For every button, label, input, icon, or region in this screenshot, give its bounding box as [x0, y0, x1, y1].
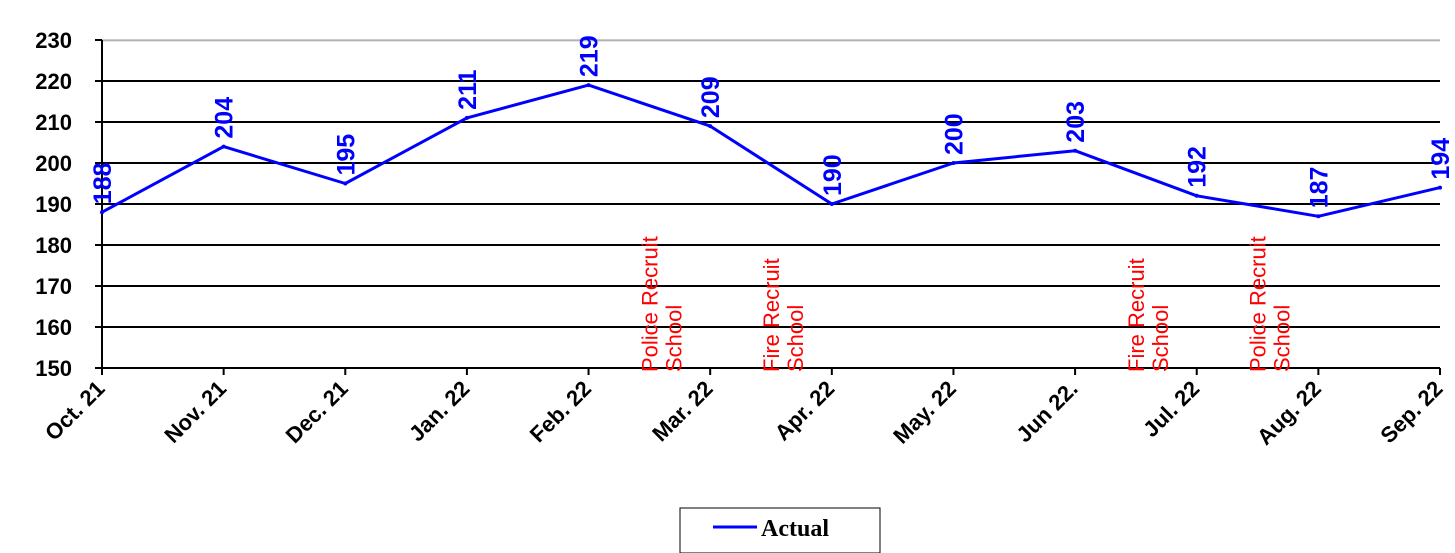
data-point	[343, 181, 348, 186]
legend: Actual	[679, 507, 881, 553]
series-line-actual	[101, 83, 1441, 218]
y-tick-label: 230	[35, 28, 72, 53]
data-label: 203	[1062, 101, 1090, 143]
annotation-line: School	[783, 305, 808, 372]
annotation-line: Police Recruit	[1246, 236, 1271, 372]
series-actual	[100, 83, 1442, 219]
annotation-line: School	[661, 305, 686, 372]
data-label: 188	[89, 162, 117, 204]
axes	[101, 40, 1440, 369]
x-axis-ticks: Oct. 21 Nov. 21 Dec. 21 Jan. 22 Feb. 22 Mar. …	[40, 368, 1448, 450]
y-tick-label: 150	[35, 356, 72, 381]
data-point	[708, 124, 713, 129]
data-label: 219	[576, 35, 604, 77]
annotation-recruit-school: Fire Recruit School	[759, 258, 808, 372]
data-point	[951, 161, 956, 165]
data-point	[1316, 214, 1321, 219]
x-tick-label: Jun 22.	[1011, 376, 1082, 447]
y-tick-label: 220	[35, 69, 72, 94]
y-tick-label: 180	[35, 233, 72, 258]
data-labels: 188 204 195 211 219 209 190 200 203 192 187 194	[89, 35, 1455, 208]
x-tick-label: Jan. 22	[404, 376, 474, 446]
legend-label-actual: Actual	[761, 516, 829, 542]
data-label: 209	[697, 76, 725, 118]
x-tick-label: Apr. 22	[770, 376, 840, 446]
y-tick-label: 170	[35, 274, 72, 299]
x-tick-label: Sep. 22	[1375, 376, 1447, 448]
data-label: 187	[1305, 167, 1333, 209]
y-tick-label: 200	[35, 151, 72, 176]
data-label: 190	[819, 154, 847, 196]
data-label: 200	[940, 113, 968, 155]
data-label: 211	[454, 69, 482, 109]
x-tick-label: Oct. 21	[40, 376, 110, 446]
data-label: 204	[211, 97, 239, 139]
data-point	[1194, 193, 1199, 198]
annotations: Police Recruit School Fire Recruit School Fi…	[637, 236, 1294, 372]
gridlines	[102, 39, 1440, 328]
x-tick-label: Jul. 22	[1138, 376, 1204, 442]
data-point	[1073, 148, 1078, 153]
x-tick-label: Feb. 22	[525, 376, 596, 447]
data-label: 194	[1427, 138, 1455, 180]
annotation-recruit-school: Fire Recruit School	[1124, 258, 1173, 372]
data-point	[829, 202, 834, 206]
y-tick-label: 210	[35, 110, 72, 135]
data-label: 192	[1184, 146, 1212, 188]
y-tick-label: 190	[35, 192, 72, 217]
annotation-line: Fire Recruit	[759, 258, 784, 372]
data-point	[586, 83, 591, 88]
data-point	[100, 210, 104, 215]
x-tick-label: Aug. 22	[1252, 376, 1326, 450]
data-point	[1438, 185, 1442, 190]
annotation-recruit-school: Police Recruit School	[637, 236, 686, 372]
legend-box	[679, 507, 881, 553]
data-label: 195	[332, 134, 360, 176]
x-tick-label: Mar. 22	[647, 376, 717, 446]
y-tick-label: 160	[35, 315, 72, 340]
y-axis-ticks: 150 160 170 180 190 200 210 220 230	[35, 28, 102, 381]
data-point	[464, 115, 469, 120]
x-tick-label: Dec. 21	[281, 376, 353, 448]
x-tick-label: May. 22	[888, 376, 961, 449]
annotation-recruit-school: Police Recruit School	[1246, 236, 1295, 372]
annotation-line: Fire Recruit	[1124, 258, 1149, 372]
x-tick-label: Nov. 21	[159, 376, 231, 448]
annotation-line: School	[1270, 305, 1295, 372]
annotation-line: Police Recruit	[637, 236, 662, 372]
annotation-line: School	[1148, 305, 1173, 372]
data-point	[221, 144, 226, 149]
